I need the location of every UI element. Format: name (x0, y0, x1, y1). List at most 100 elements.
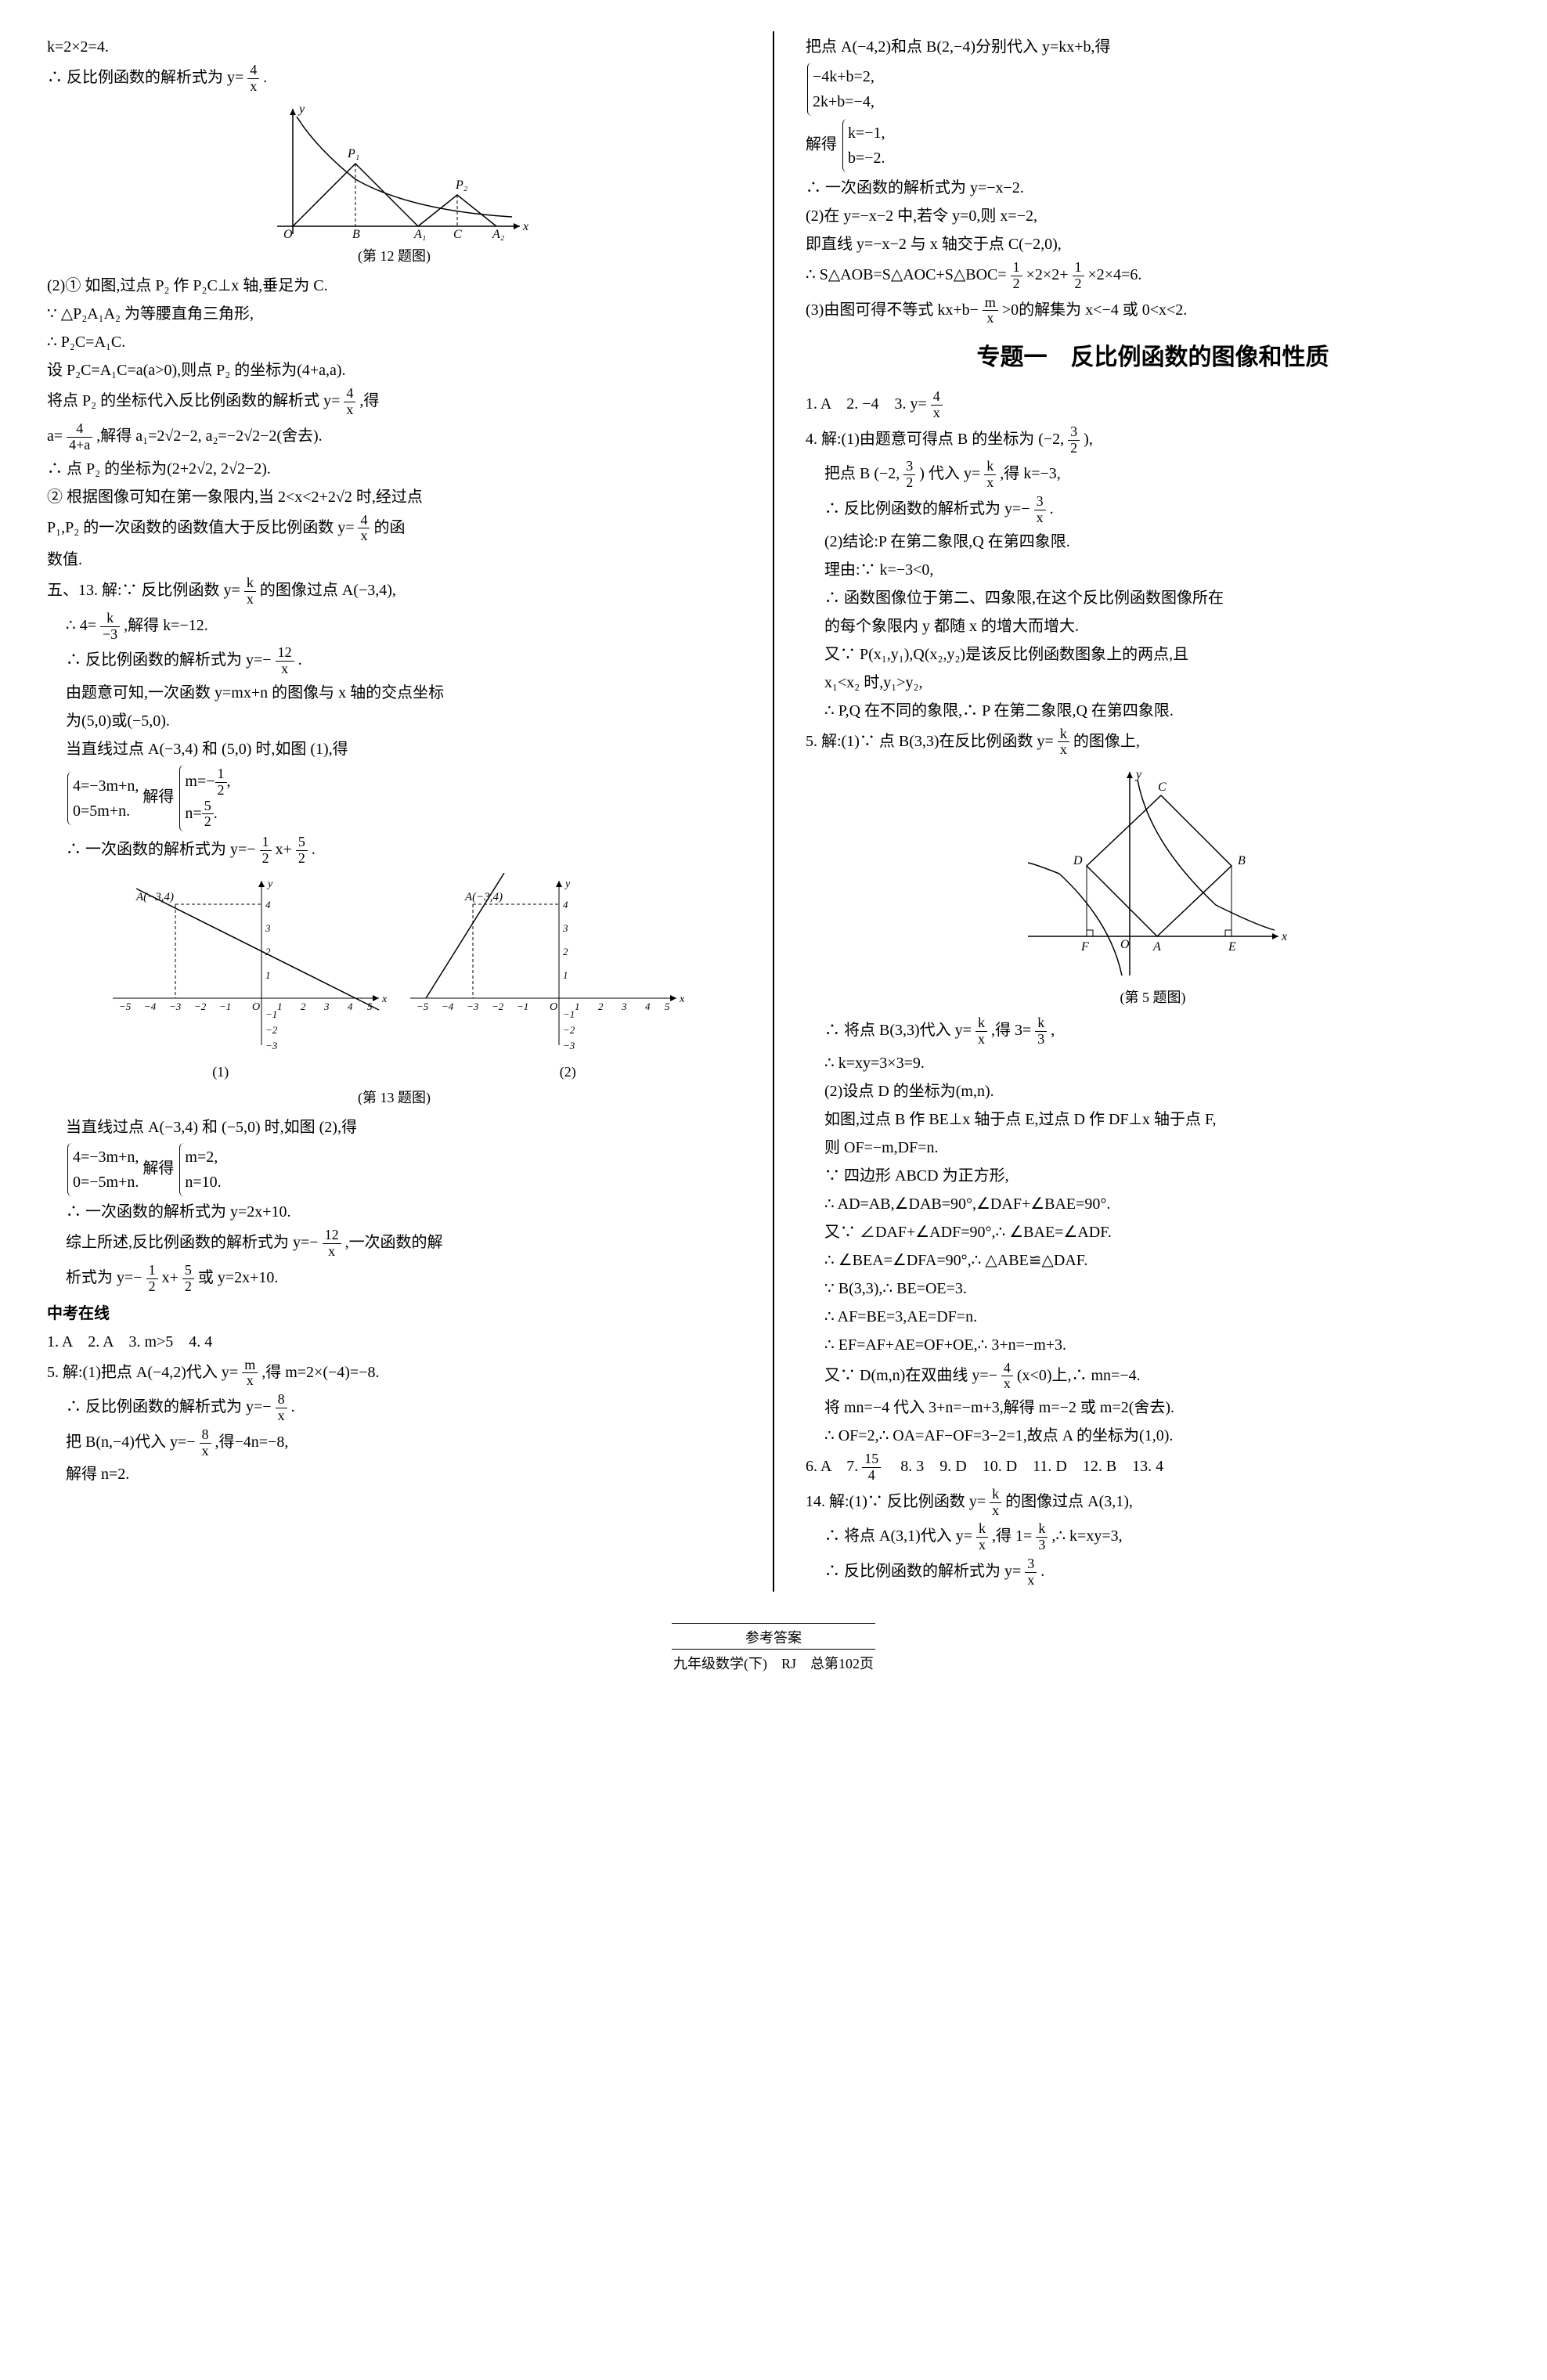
text-line: 5. 解:(1)∵ 点 B(3,3)在反比例函数 y= kx 的图像上, (806, 727, 1500, 759)
subheading-zhongkao: 中考在线 (47, 1301, 741, 1326)
text-line: 的每个象限内 y 都随 x 的增大而增大. (806, 614, 1500, 639)
text-line: ∴ 反比例函数的解析式为 y=− 3x . (806, 494, 1500, 526)
left-column: k=2×2=4. ∴ 反比例函数的解析式为 y= 4x . O y B A (47, 31, 741, 1592)
text-line: ∴ 一次函数的解析式为 y=2x+10. (47, 1199, 741, 1224)
text-line: ∴ 点 P₂ 的坐标为(2+2√2, 2√2−2). (47, 456, 741, 481)
svg-text:4: 4 (645, 1001, 651, 1012)
svg-text:C: C (453, 228, 462, 241)
fig5-svg: y x O A B C D E F (1012, 764, 1294, 983)
text-line: ∴ 一次函数的解析式为 y=−x−2. (806, 175, 1500, 200)
text-line: 则 OF=−m,DF=n. (806, 1135, 1500, 1160)
svg-text:4: 4 (563, 899, 568, 911)
text-line: ∴ 将点 B(3,3)代入 y= kx ,得 3= k3 , (806, 1015, 1500, 1048)
fig-label: (第 5 题图) (806, 986, 1500, 1009)
text-line: 由题意可知,一次函数 y=mx+n 的图像与 x 轴的交点坐标 (47, 680, 741, 705)
text-line: ∴ 函数图像位于第二、四象限,在这个反比例函数图像所在 (806, 586, 1500, 611)
text-line: 当直线过点 A(−3,4) 和 (5,0) 时,如图 (1),得 (47, 737, 741, 762)
svg-text:P₂: P₂ (455, 178, 468, 192)
text-line: ∴ P₂C=A₁C. (47, 330, 741, 355)
column-divider (773, 31, 774, 1592)
text-line: 把点 A(−4,2)和点 B(2,−4)分别代入 y=kx+b,得 (806, 34, 1500, 60)
svg-text:−1: −1 (219, 1001, 231, 1012)
svg-text:3: 3 (562, 922, 568, 934)
svg-text:y: y (564, 878, 571, 890)
text-line: ∴ 将点 A(3,1)代入 y= kx ,得 1= k3 ,∴ k=xy=3, (806, 1521, 1500, 1553)
svg-text:−3: −3 (467, 1001, 479, 1012)
text-line: x₁<x₂ 时,y₁>y₂, (806, 670, 1500, 695)
svg-text:−3: −3 (563, 1040, 575, 1051)
text-line: 如图,过点 B 作 BE⊥x 轴于点 E,过点 D 作 DF⊥x 轴于点 F, (806, 1107, 1500, 1132)
text-line: (2)① 如图,过点 P₂ 作 P₂C⊥x 轴,垂足为 C. (47, 273, 741, 298)
svg-text:−2: −2 (194, 1001, 207, 1012)
svg-text:1: 1 (563, 969, 568, 981)
svg-text:1: 1 (575, 1001, 580, 1012)
svg-text:A(−3,4): A(−3,4) (135, 891, 174, 903)
text-line: (3)由图可得不等式 kx+b− mx >0的解集为 x<−4 或 0<x<2. (806, 295, 1500, 327)
svg-text:y: y (298, 103, 305, 116)
svg-text:C: C (1158, 781, 1167, 794)
equation-system: 解得 k=−1, b=−2. (806, 119, 1500, 172)
svg-text:3: 3 (323, 1001, 330, 1012)
svg-text:−2: −2 (563, 1024, 575, 1036)
text-line: 又∵ ∠DAF+∠ADF=90°,∴ ∠BAE=∠ADF. (806, 1220, 1500, 1245)
right-column: 把点 A(−4,2)和点 B(2,−4)分别代入 y=kx+b,得 −4k+b=… (806, 31, 1500, 1592)
svg-text:−5: −5 (119, 1001, 132, 1012)
equation-system: 4=−3m+n, 0=−5m+n. 解得 m=2, n=10. (47, 1143, 741, 1196)
panel-label: (2) (560, 1061, 576, 1084)
text-line: ∴ 一次函数的解析式为 y=− 12 x+ 52 . (47, 835, 741, 867)
section-title: 专题一 反比例函数的图像和性质 (806, 339, 1500, 377)
text-line: 综上所述,反比例函数的解析式为 y=− 12x ,一次函数的解 (47, 1228, 741, 1260)
text-line: 即直线 y=−x−2 与 x 轴交于点 C(−2,0), (806, 232, 1500, 257)
text-line: (2)在 y=−x−2 中,若令 y=0,则 x=−2, (806, 204, 1500, 229)
svg-text:A: A (1152, 940, 1161, 954)
text-line: a= 44+a ,解得 a₁=2√2−2, a₂=−2√2−2(舍去). (47, 421, 741, 453)
svg-text:−5: −5 (416, 1001, 429, 1012)
svg-text:1: 1 (277, 1001, 283, 1012)
text-line: 当直线过点 A(−3,4) 和 (−5,0) 时,如图 (2),得 (47, 1115, 741, 1140)
svg-text:O: O (252, 1001, 260, 1013)
svg-text:P₁: P₁ (347, 147, 359, 160)
svg-text:2: 2 (301, 1001, 306, 1012)
text-line: 数值. (47, 547, 741, 572)
text-line: 设 P₂C=A₁C=a(a>0),则点 P₂ 的坐标为(4+a,a). (47, 358, 741, 383)
text-line: (2)结论:P 在第二象限,Q 在第四象限. (806, 529, 1500, 554)
figure-5: y x O A B C D E F (第 5 题图) (806, 764, 1500, 1009)
text-line: ∵ △P₂A₁A₂ 为等腰直角三角形, (47, 301, 741, 326)
svg-text:−3: −3 (265, 1040, 278, 1051)
svg-text:O: O (283, 228, 293, 241)
text-line: ∴ 4= k−3 ,解得 k=−12. (47, 611, 741, 643)
svg-text:A₁: A₁ (413, 228, 426, 241)
text-line: ∴ k=xy=3×3=9. (806, 1051, 1500, 1076)
answer-line: 1. A 2. A 3. m>5 4. 4 (47, 1329, 741, 1354)
page-footer: 参考答案 九年级数学(下) RJ 总第102页 (47, 1623, 1500, 1676)
page-columns: k=2×2=4. ∴ 反比例函数的解析式为 y= 4x . O y B A (47, 31, 1500, 1592)
text-line: 析式为 y=− 12 x+ 52 或 y=2x+10. (47, 1263, 741, 1295)
footer-pageinfo: 九年级数学(下) RJ 总第102页 (47, 1653, 1500, 1675)
fig-label: (第 12 题图) (47, 245, 741, 268)
svg-text:−3: −3 (169, 1001, 182, 1012)
svg-text:A₂: A₂ (492, 228, 505, 241)
text-line: k=2×2=4. (47, 34, 741, 60)
answer-line: 6. A 7. 154 8. 3 9. D 10. D 11. D 12. B … (806, 1451, 1500, 1484)
text-line: 14. 解:(1)∵ 反比例函数 y= kx 的图像过点 A(3,1), (806, 1487, 1500, 1519)
text-line: P₁,P₂ 的一次函数的函数值大于反比例函数 y= 4x 的函 (47, 513, 741, 545)
text-line: 将 mn=−4 代入 3+n=−m+3,解得 m=−2 或 m=2(舍去). (806, 1395, 1500, 1420)
text-line: 理由:∵ k=−3<0, (806, 557, 1500, 582)
fraction: 4x (247, 63, 259, 95)
svg-text:y: y (266, 878, 273, 890)
text-line: ∴ ∠BEA=∠DFA=90°,∴ △ABE≌△DAF. (806, 1248, 1500, 1273)
panel-label: (1) (212, 1061, 229, 1084)
fig13-svg: y x O −5−4−3−2−1 12345 4321 −1−2−3 A(−3,… (97, 873, 692, 1061)
svg-text:−2: −2 (265, 1024, 278, 1036)
text-line: 为(5,0)或(−5,0). (47, 709, 741, 734)
svg-text:−4: −4 (144, 1001, 157, 1012)
text-line: 把点 B (−2, 32 ) 代入 y= kx ,得 k=−3, (806, 459, 1500, 491)
svg-text:−1: −1 (517, 1001, 528, 1012)
svg-text:O: O (550, 1001, 557, 1013)
svg-text:4: 4 (265, 899, 271, 911)
svg-text:A(−3,4): A(−3,4) (464, 891, 503, 903)
svg-text:y: y (1134, 768, 1142, 781)
text-line: ∴ AD=AB,∠DAB=90°,∠DAF+∠BAE=90°. (806, 1192, 1500, 1217)
svg-text:2: 2 (598, 1001, 604, 1012)
svg-text:B: B (352, 228, 360, 241)
